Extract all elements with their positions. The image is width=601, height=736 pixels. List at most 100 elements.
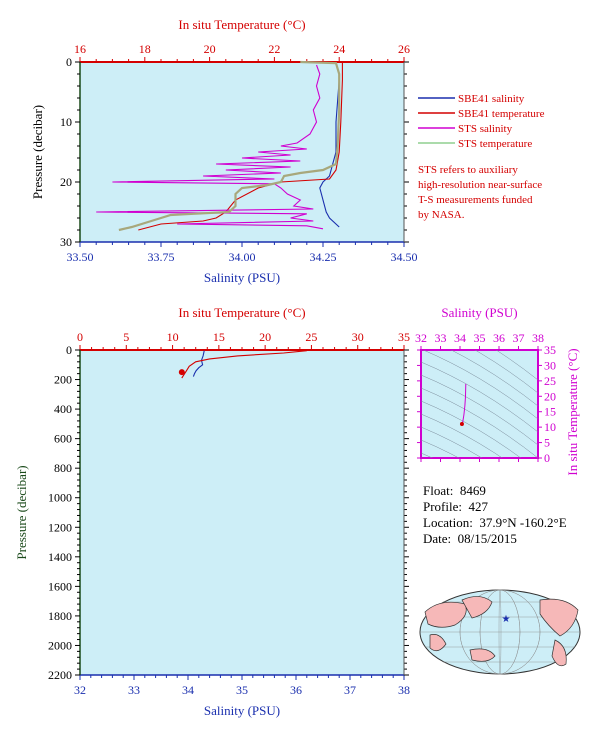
top-tick-label: 22: [268, 42, 280, 56]
legend-label: STS salinity: [458, 123, 513, 135]
ts-y-tick-label: 25: [544, 374, 556, 388]
ts-y-tick-label: 30: [544, 358, 556, 372]
profile-label: Profile:: [423, 499, 462, 514]
date-line: Date: 08/15/2015: [423, 531, 517, 547]
map-land: [551, 639, 567, 667]
series-sbe41-temperature: [181, 350, 307, 379]
y-tick-label: 20: [60, 175, 72, 189]
y-tick-label: 0: [66, 55, 72, 69]
y-tick-label: 600: [54, 432, 72, 446]
y-axis-title: Pressure (decibar): [30, 105, 45, 199]
ts-y-tick-label: 10: [544, 420, 556, 434]
density-contour: [474, 350, 538, 394]
ts-title: Salinity (PSU): [441, 305, 517, 320]
note-line: STS refers to auxiliary: [418, 164, 518, 176]
ts-y-tick-label: 20: [544, 389, 556, 403]
series-sbe41-salinity: [192, 350, 205, 377]
ts-x-tick-label: 37: [513, 331, 525, 345]
top-tick-label: 0: [77, 330, 83, 344]
x-tick-label: 34.25: [310, 250, 337, 264]
top-tick-label: 35: [398, 330, 410, 344]
top-tick-label: 18: [139, 42, 151, 56]
top-tick-label: 24: [333, 42, 345, 56]
ts-y-tick-label: 5: [544, 436, 550, 450]
density-contour: [421, 374, 538, 446]
plot-area: [79, 61, 405, 243]
sts-note: STS refers to auxiliary high-resolution …: [418, 163, 598, 223]
ts-x-tick-label: 35: [474, 331, 486, 345]
location-label: Location:: [423, 515, 473, 530]
top-tick-label: 20: [259, 330, 271, 344]
top-axis-title: In situ Temperature (°C): [178, 17, 305, 32]
profile-value: 427: [468, 499, 489, 514]
y-tick-label: 2200: [48, 668, 72, 682]
x-tick-label: 33: [128, 683, 140, 697]
top-tick-label: 25: [305, 330, 317, 344]
y-tick-label: 0: [66, 343, 72, 357]
series-sbe41-salinity: [319, 79, 340, 228]
y-tick-label: 10: [60, 115, 72, 129]
density-contour: [421, 400, 522, 458]
ts-y-tick-label: 15: [544, 405, 556, 419]
density-contour: [421, 361, 538, 433]
y-tick-label: 1600: [48, 579, 72, 593]
x-tick-label: 36: [290, 683, 302, 697]
y-axis-title: Pressure (decibar): [14, 465, 29, 559]
date-value: 08/15/2015: [457, 531, 517, 546]
legend-label: STS temperature: [458, 138, 532, 150]
float-label: Float:: [423, 483, 454, 498]
top-tick-label: 16: [74, 42, 86, 56]
ts-x-tick-label: 38: [532, 331, 544, 345]
x-tick-label: 34.50: [391, 250, 418, 264]
float-value: 8469: [459, 483, 486, 498]
ts-x-tick-label: 34: [454, 331, 466, 345]
y-tick-label: 1800: [48, 609, 72, 623]
ts-x-tick-label: 32: [415, 331, 427, 345]
float-line: Float: 8469: [423, 483, 486, 499]
top-tick-label: 26: [398, 42, 410, 56]
x-tick-label: 34: [182, 683, 194, 697]
legend-label: SBE41 salinity: [458, 93, 525, 105]
density-contour: [421, 439, 460, 458]
profile-end-marker: [178, 369, 185, 376]
x-tick-label: 32: [74, 683, 86, 697]
y-tick-label: 1200: [48, 520, 72, 534]
note-line: T-S measurements funded: [418, 194, 533, 206]
ts-y-tick-label: 0: [544, 451, 550, 465]
x-tick-label: 33.50: [67, 250, 94, 264]
legend: SBE41 salinity SBE41 temperature STS salin…: [418, 93, 545, 150]
y-tick-label: 800: [54, 461, 72, 475]
series-sts-temperature: [118, 60, 341, 232]
ts-series-line: [461, 383, 467, 425]
top-tick-label: 10: [167, 330, 179, 344]
x-axis-title: Salinity (PSU): [204, 703, 280, 718]
date-label: Date:: [423, 531, 452, 546]
ts-point: [459, 422, 464, 427]
density-contour: [421, 413, 503, 458]
top-tick-label: 20: [204, 42, 216, 56]
density-contour: [421, 426, 483, 458]
location-value: 37.9°N -160.2°E: [479, 515, 567, 530]
y-tick-label: 1000: [48, 491, 72, 505]
top-axis-title: In situ Temperature (°C): [178, 305, 305, 320]
x-tick-label: 38: [398, 683, 410, 697]
map-land: [424, 601, 467, 628]
map-land: [461, 596, 493, 619]
x-tick-label: 33.75: [148, 250, 175, 264]
density-contour: [422, 350, 538, 420]
ts-y-tick-label: 35: [544, 343, 556, 357]
plot-area: [79, 349, 405, 676]
float-location-star: ★: [502, 614, 511, 625]
chart-bottom: 32 33 34 35 36 37 38 0 5 10 15 20 25 30 35 0 200 400 600 80…: [14, 305, 410, 718]
density-contour: [450, 350, 538, 407]
ts-plot-area: [420, 349, 539, 459]
x-tick-label: 34.00: [229, 250, 256, 264]
x-tick-label: 35: [236, 683, 248, 697]
map-land: [429, 634, 447, 652]
top-tick-label: 30: [352, 330, 364, 344]
note-line: high-resolution near-surface: [418, 179, 543, 191]
density-contour: [421, 387, 538, 458]
note-line: by NASA.: [418, 209, 465, 221]
